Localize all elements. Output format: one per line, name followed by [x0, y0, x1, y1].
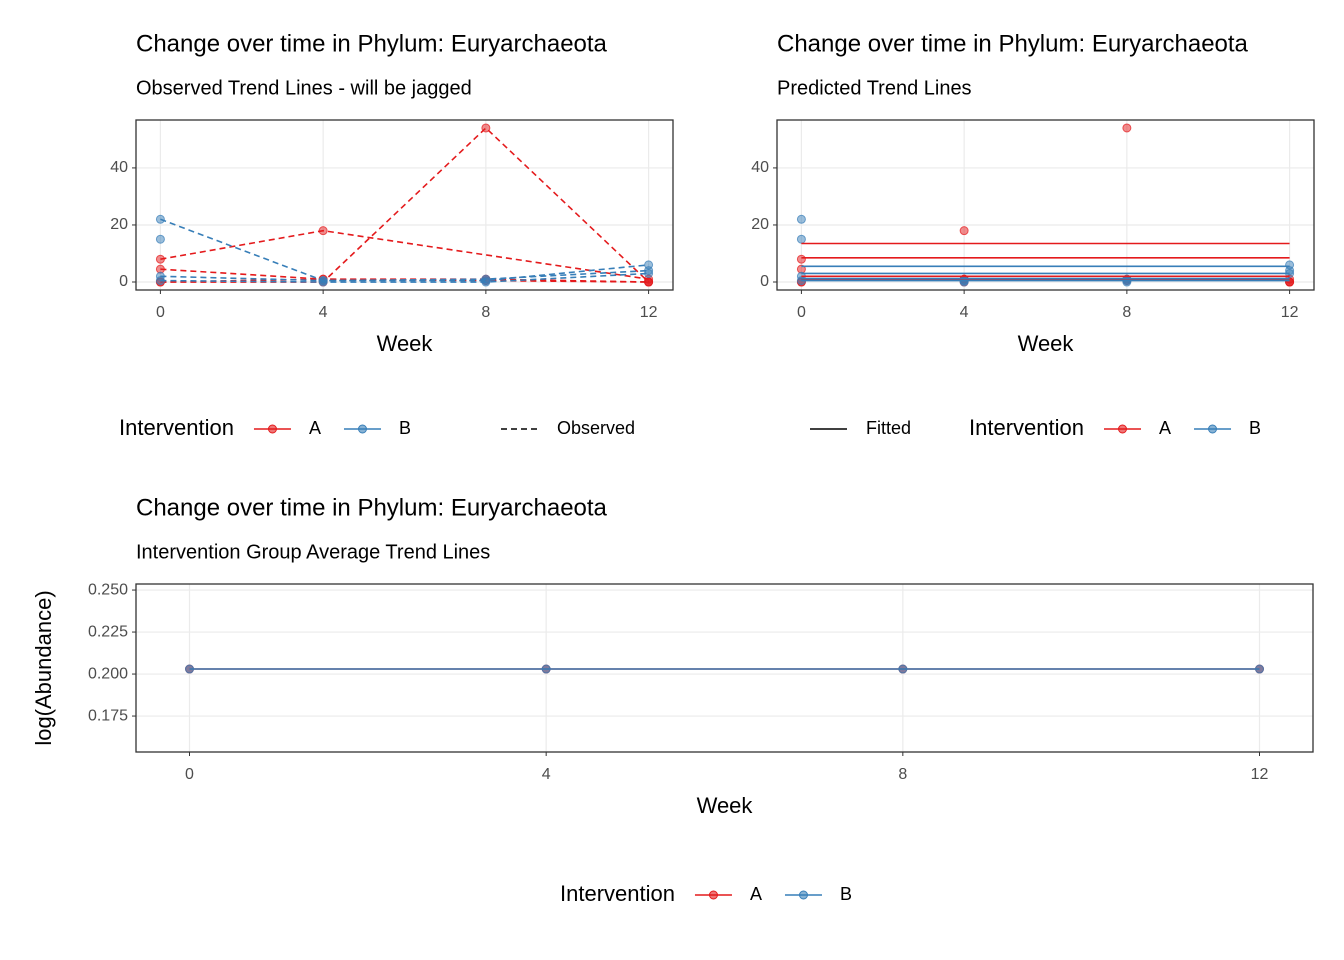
chart-title: Change over time in Phylum: Euryarchaeot…: [777, 30, 1249, 57]
x-tick-label: 0: [185, 766, 194, 783]
data-point: [796, 234, 806, 244]
chart-title: Change over time in Phylum: Euryarchaeot…: [136, 494, 608, 521]
legend-label: B: [399, 418, 411, 438]
legend-label: B: [840, 884, 852, 904]
legend-key-point: [267, 424, 277, 434]
data-point: [155, 276, 165, 286]
data-point: [185, 664, 194, 674]
y-tick-label: 20: [751, 216, 769, 233]
x-axis-label: Week: [377, 331, 434, 356]
legend-key-point: [357, 424, 367, 434]
data-point: [155, 254, 165, 264]
chart-subtitle: Intervention Group Average Trend Lines: [136, 541, 490, 563]
y-tick-label: 0: [760, 273, 769, 290]
legend-key-point: [708, 890, 718, 900]
panel-border: [776, 119, 1315, 291]
x-tick-label: 4: [542, 766, 551, 783]
x-axis-label: Week: [697, 793, 754, 818]
data-point: [1255, 664, 1264, 674]
y-tick-label: 0.200: [88, 665, 128, 682]
x-tick-label: 8: [1122, 304, 1131, 321]
data-point: [796, 254, 806, 264]
data-point: [644, 277, 654, 287]
trend-line: [160, 269, 649, 282]
y-tick-label: 0.175: [88, 707, 128, 724]
panel: Change over time in Phylum: Euryarchaeot…: [110, 30, 674, 440]
trend-line: [160, 272, 649, 283]
panel: Change over time in Phylum: Euryarchaeot…: [31, 494, 1314, 906]
chart-subtitle: Predicted Trend Lines: [777, 77, 972, 99]
panel-border: [135, 119, 674, 291]
legend-label: Observed: [557, 418, 635, 438]
y-axis-label: log(Abundance): [31, 590, 56, 745]
chart-title: Change over time in Phylum: Euryarchaeot…: [136, 30, 608, 57]
x-tick-label: 8: [481, 304, 490, 321]
data-point: [898, 664, 908, 674]
legend-label: B: [1249, 418, 1261, 438]
legend-title: Intervention: [560, 881, 675, 906]
legend-key-point: [1208, 424, 1218, 434]
legend-label: A: [750, 884, 762, 904]
legend-label: Fitted: [866, 418, 911, 438]
y-tick-label: 0.225: [88, 623, 128, 640]
data-point: [481, 123, 491, 133]
data-point: [318, 226, 328, 236]
panel-border: [135, 583, 1314, 753]
data-point: [155, 234, 165, 244]
x-tick-label: 8: [898, 766, 907, 783]
y-tick-label: 0: [119, 273, 128, 290]
data-point: [318, 277, 328, 287]
data-point: [481, 277, 491, 287]
data-point: [959, 226, 969, 236]
x-tick-label: 0: [797, 304, 806, 321]
x-tick-label: 12: [1251, 766, 1269, 783]
y-tick-label: 40: [110, 159, 128, 176]
legend-key-point: [1118, 424, 1127, 434]
data-point: [155, 214, 165, 224]
y-tick-label: 40: [751, 159, 769, 176]
plot-background: [777, 120, 1314, 290]
x-tick-label: 4: [960, 304, 969, 321]
legend-label: A: [309, 418, 321, 438]
x-tick-label: 0: [156, 304, 165, 321]
y-tick-label: 0.250: [88, 581, 128, 598]
data-point: [796, 214, 806, 224]
data-point: [1122, 123, 1132, 133]
legend-label: A: [1159, 418, 1171, 438]
x-tick-label: 12: [640, 304, 658, 321]
plot-background: [136, 584, 1313, 752]
legend-key-point: [798, 890, 808, 900]
x-tick-label: 12: [1281, 304, 1299, 321]
y-tick-label: 20: [110, 216, 128, 233]
chart-subtitle: Observed Trend Lines - will be jagged: [136, 77, 472, 99]
legend-title: Intervention: [119, 415, 234, 440]
data-point: [541, 664, 551, 674]
x-axis-label: Week: [1018, 331, 1075, 356]
legend-title: Intervention: [969, 415, 1084, 440]
x-tick-label: 4: [319, 304, 328, 321]
panel: Change over time in Phylum: Euryarchaeot…: [751, 30, 1315, 440]
data-point: [644, 268, 654, 278]
